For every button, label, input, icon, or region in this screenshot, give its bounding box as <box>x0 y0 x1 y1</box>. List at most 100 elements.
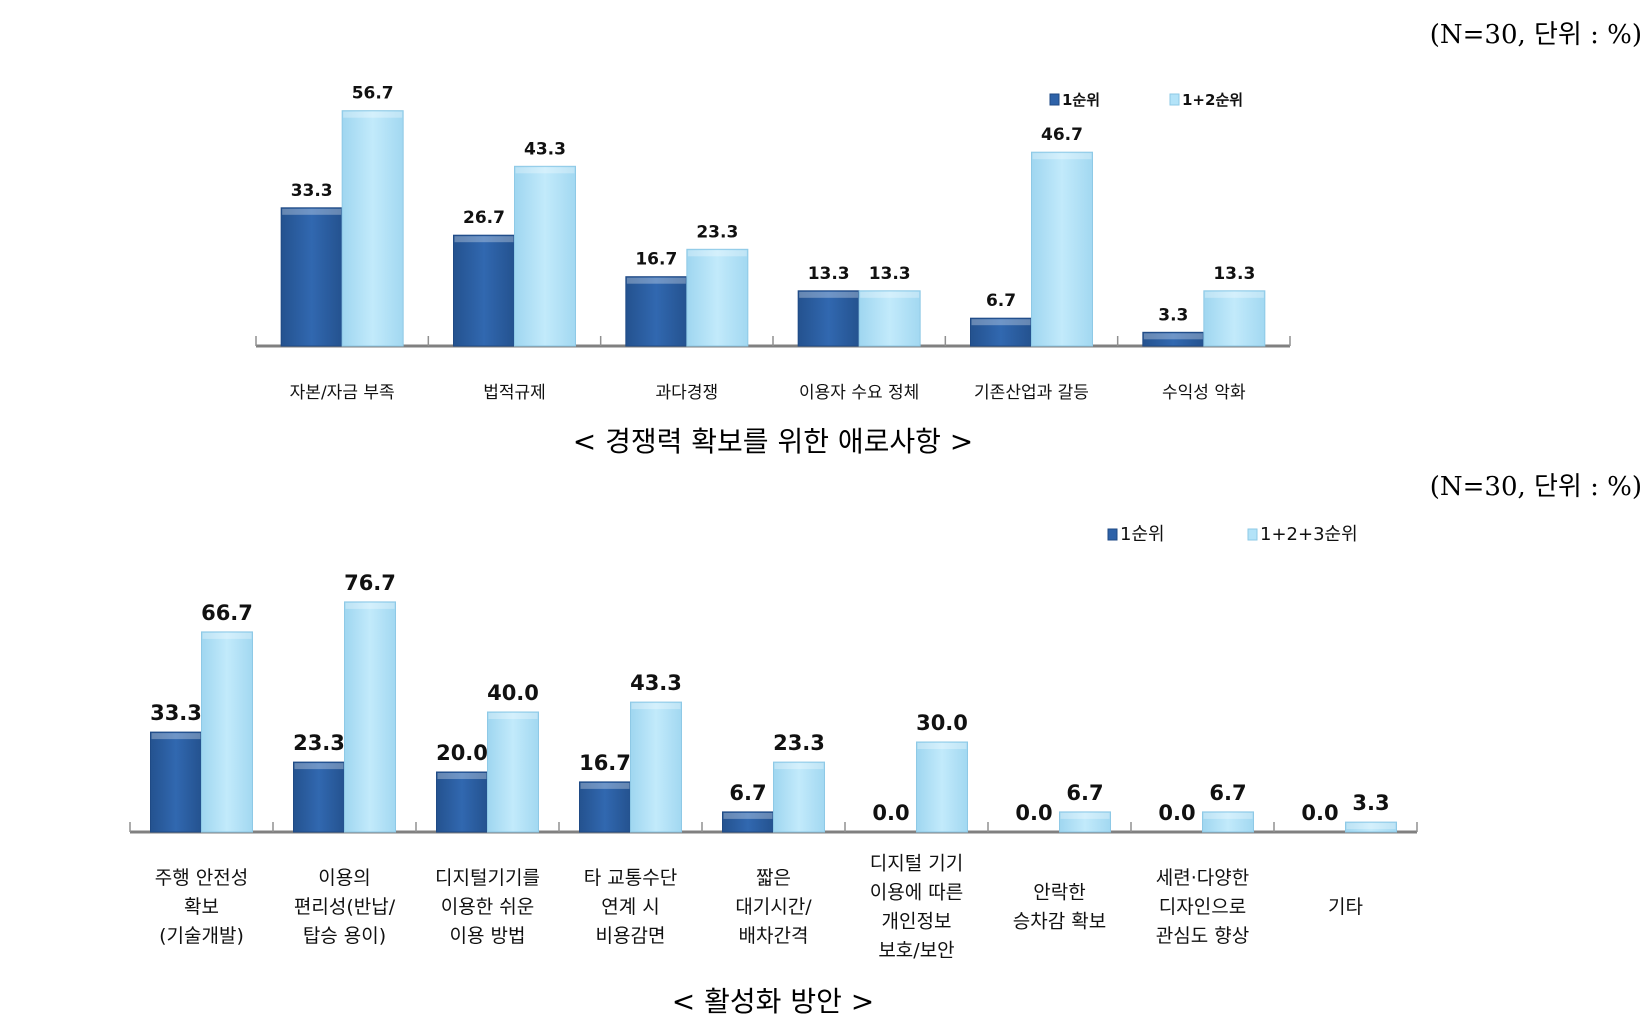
chart2-bar-highlight <box>488 713 538 719</box>
chart2-category-label: 배차간격 <box>739 925 809 947</box>
chart1-bar-highlight <box>343 111 403 118</box>
chart1-data-label: 6.7 <box>986 291 1016 311</box>
chart1-data-label: 13.3 <box>1213 264 1255 284</box>
chart2-bar-highlight <box>1346 823 1396 830</box>
chart1-data-label: 26.7 <box>463 208 505 228</box>
chart2-data-label: 16.7 <box>579 751 631 775</box>
chart2-category-label: 세련·다양한 <box>1156 867 1249 889</box>
chart2-bar-cumulative <box>1202 811 1254 833</box>
chart1-bar-first <box>797 290 860 347</box>
chart2-category-label: 승차감 확보 <box>1013 911 1106 933</box>
chart1-data-label: 3.3 <box>1158 305 1188 325</box>
chart2-category-label: 타 교통수단 <box>584 867 677 889</box>
chart2-category-label: 이용한 쉬운 <box>441 896 534 918</box>
chart2-data-label: 6.7 <box>729 781 766 805</box>
chart2-legend-swatch <box>1107 528 1118 541</box>
chart1-bar-highlight <box>626 277 686 284</box>
chart2-category-label: 디지털 기기 <box>870 853 963 875</box>
chart2-category-label: 이용 방법 <box>450 925 526 947</box>
chart2-data-label: 33.3 <box>150 701 202 725</box>
chart1-legend-label: 1+2순위 <box>1182 91 1243 109</box>
chart2-bar-cumulative <box>630 701 682 833</box>
chart2-category-label: 관심도 향상 <box>1156 925 1249 947</box>
chart1-data-label: 13.3 <box>869 264 911 284</box>
chart1-data-label: 56.7 <box>352 84 394 104</box>
chart2-data-label: 0.0 <box>1015 801 1052 825</box>
chart2-bar-first <box>579 781 631 833</box>
chart1-bar-highlight <box>971 319 1031 326</box>
chart1-bar-highlight <box>687 250 747 257</box>
chart2-category-label: 주행 안전성 <box>155 867 248 889</box>
chart2-data-label: 6.7 <box>1209 781 1246 805</box>
chart1-bar-highlight <box>1204 291 1264 298</box>
chart2-category-label: 대기시간/ <box>735 896 812 918</box>
chart1-bar-highlight <box>454 236 514 243</box>
chart1-bar-highlight <box>799 291 859 298</box>
chart1-bar-highlight <box>860 291 920 298</box>
chart2-category-label: 편리성(반납/ <box>294 896 396 918</box>
chart2-bar-cumulative <box>916 741 968 833</box>
chart2-bar-highlight <box>345 602 395 609</box>
chart2-bar-highlight <box>631 703 681 710</box>
chart1-bar-cumulative <box>858 290 921 347</box>
chart2-bar-highlight <box>917 743 967 749</box>
chart1-data-label: 23.3 <box>696 222 738 242</box>
chart1-legend-label: 1순위 <box>1062 91 1100 109</box>
chart2-data-label: 40.0 <box>487 681 539 705</box>
chart2-legend-label: 1+2+3순위 <box>1260 524 1358 545</box>
chart2-category-label: 개인정보 <box>882 911 952 933</box>
chart1-legend-swatch <box>1169 93 1180 106</box>
chart2-bar-first <box>436 771 488 833</box>
chart2-bar-highlight <box>580 782 630 789</box>
chart1-bar-cumulative <box>514 165 576 347</box>
chart2-bar-highlight <box>1203 812 1253 819</box>
chart2-bar-cumulative <box>201 631 253 833</box>
chart1-bar-first <box>280 207 343 347</box>
chart1-category-label: 자본/자금 부족 <box>290 383 395 403</box>
chart2-category-label: 이용의 <box>318 867 370 889</box>
chart1-bar-highlight <box>1143 333 1203 340</box>
chart2-data-label: 3.3 <box>1352 791 1389 815</box>
chart1-bar-cumulative <box>1203 290 1266 347</box>
chart2-category-label: (기술개발) <box>159 925 244 947</box>
chart2-data-label: 23.3 <box>293 731 345 755</box>
chart2-category-label: 디지털기기를 <box>435 867 540 889</box>
chart2-bar-highlight <box>202 632 252 639</box>
chart2-bar-highlight <box>294 763 344 770</box>
chart2-category-label: 디자인으로 <box>1159 896 1246 918</box>
chart2-bar-cumulative <box>344 601 396 833</box>
chart2-data-label: 30.0 <box>916 711 968 735</box>
chart2-category-label: 기타 <box>1328 896 1363 918</box>
chart1-data-label: 43.3 <box>524 139 566 159</box>
chart2-bar-highlight <box>437 773 487 779</box>
chart2-data-label: 76.7 <box>344 571 396 595</box>
chart2-category-label: 보호/보안 <box>878 940 954 962</box>
chart1-bar-highlight <box>515 167 575 174</box>
chart2-data-label: 66.7 <box>201 601 253 625</box>
chart2-bar-cumulative <box>1345 821 1397 833</box>
chart1-bar-highlight <box>282 208 342 215</box>
chart1-bar-cumulative <box>1031 151 1093 347</box>
chart2-note: (N=30, 단위 : %) <box>1429 472 1642 502</box>
chart1-bar-first <box>453 234 515 347</box>
chart1-data-label: 16.7 <box>635 250 677 270</box>
chart1-category-label: 과다경쟁 <box>656 383 719 403</box>
chart2-title: < 활성화 방안 > <box>671 985 875 1018</box>
chart2-bar-highlight <box>151 733 201 740</box>
chart2-bar-cumulative <box>773 761 825 833</box>
chart1-legend-swatch <box>1049 93 1060 106</box>
chart1-bar-cumulative <box>341 110 404 347</box>
chart2-bar-cumulative <box>1059 811 1111 833</box>
chart2-category-label: 이용에 따른 <box>870 882 963 904</box>
chart2-data-label: 20.0 <box>436 741 488 765</box>
chart2-category-label: 안락한 <box>1033 882 1085 904</box>
chart2-bar-highlight <box>1060 812 1110 819</box>
chart1-category-label: 법적규제 <box>483 383 546 403</box>
chart1-bar-highlight <box>1032 153 1092 160</box>
chart2-legend-label: 1순위 <box>1120 524 1165 545</box>
chart1-title: < 경쟁력 확보를 위한 애로사항 > <box>572 425 974 458</box>
chart2-legend-swatch <box>1247 528 1258 541</box>
chart1-data-label: 13.3 <box>808 264 850 284</box>
chart2-bar-first <box>150 731 202 833</box>
